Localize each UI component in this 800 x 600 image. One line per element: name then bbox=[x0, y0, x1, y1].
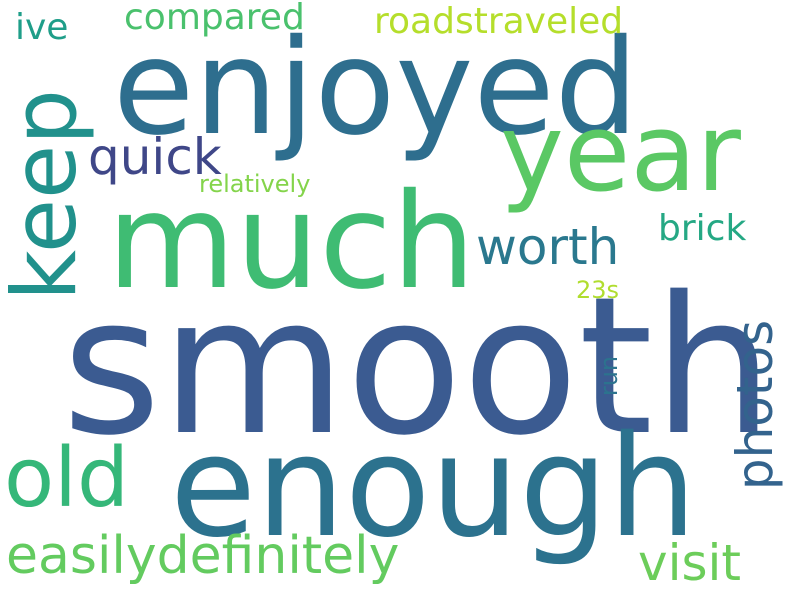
word-roadstraveled: roadstraveled bbox=[374, 1, 624, 42]
word-much: much bbox=[107, 165, 476, 319]
word-enjoyed: enjoyed bbox=[113, 11, 639, 165]
word-year: year bbox=[500, 91, 741, 216]
word-worth: worth bbox=[476, 218, 620, 276]
word-23s: 23s bbox=[576, 276, 620, 304]
word-relatively: relatively bbox=[199, 170, 311, 198]
word-run: run bbox=[595, 355, 624, 397]
word-keep: keep bbox=[0, 89, 96, 301]
word-visit: visit bbox=[638, 534, 742, 592]
word-smooth: smooth bbox=[62, 256, 774, 477]
word-easilydefinitely: easilydefinitely bbox=[6, 526, 400, 586]
word-enough: enough bbox=[170, 406, 697, 569]
word-compared: compared bbox=[124, 0, 305, 38]
word-old: old bbox=[4, 431, 130, 526]
word-brick: brick bbox=[658, 208, 747, 249]
word-photos: photos bbox=[726, 319, 785, 491]
word-ive: ive bbox=[15, 7, 69, 48]
word-quick: quick bbox=[88, 128, 222, 186]
